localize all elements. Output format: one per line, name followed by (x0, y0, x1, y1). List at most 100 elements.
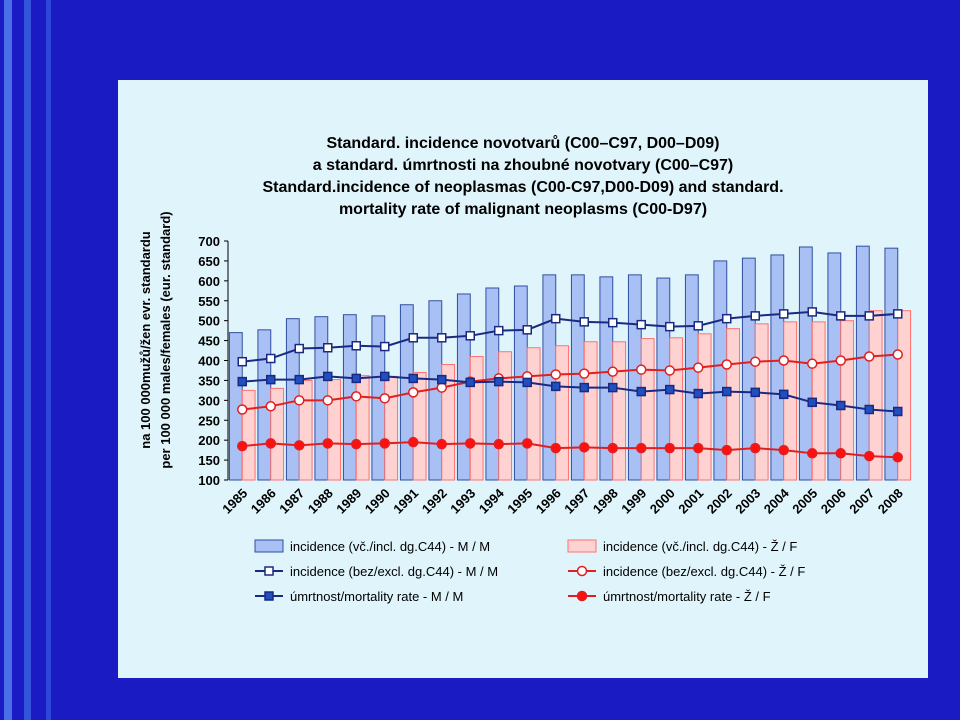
point (579, 442, 590, 453)
point (722, 386, 732, 397)
point (265, 438, 276, 449)
point (778, 444, 789, 456)
point (864, 450, 875, 462)
point (351, 373, 361, 384)
point (835, 355, 846, 366)
bar (697, 333, 712, 481)
bar (855, 245, 870, 481)
point (750, 356, 761, 367)
y-tick-label: 200 (198, 433, 220, 448)
point (779, 389, 789, 400)
point (380, 371, 390, 382)
point (607, 366, 618, 377)
chart-title: Standard.incidence of neoplasmas (C00-C9… (262, 179, 783, 196)
point (636, 364, 647, 375)
bar (827, 252, 842, 481)
point (294, 343, 304, 354)
point (551, 381, 561, 392)
bar (384, 375, 399, 481)
chart-title: a standard. úmrtnosti na zhoubné novotva… (313, 157, 734, 174)
bar (754, 323, 769, 481)
y-tick-label: 100 (198, 473, 220, 488)
point (750, 387, 760, 398)
point (665, 321, 675, 332)
point (294, 395, 305, 406)
point (864, 351, 875, 362)
legend-swatch (567, 539, 597, 553)
point (522, 325, 532, 335)
point (408, 333, 418, 343)
point (835, 448, 846, 459)
y-tick-label: 600 (198, 274, 220, 289)
point (778, 355, 789, 366)
bar (783, 321, 798, 481)
point (721, 359, 732, 370)
point (779, 309, 789, 319)
bar (298, 379, 313, 481)
point (436, 438, 447, 450)
point (379, 393, 390, 404)
point (836, 400, 846, 411)
point (437, 374, 447, 385)
bar (241, 389, 256, 481)
decor-strip (0, 0, 70, 720)
point (237, 376, 247, 387)
y-tick-label: 150 (198, 453, 220, 468)
bar (526, 347, 541, 481)
point (493, 438, 504, 450)
point (465, 377, 475, 388)
bar (555, 345, 570, 481)
point (721, 444, 732, 456)
point (436, 382, 447, 393)
point (380, 341, 390, 352)
legend-marker (264, 566, 274, 576)
point (266, 353, 276, 364)
bar (327, 379, 342, 481)
legend-label: úmrtnost/mortality rate - M / M (290, 589, 463, 604)
y-tick-label: 650 (198, 254, 220, 269)
bar (612, 341, 627, 481)
point (265, 401, 276, 412)
point (379, 438, 390, 449)
y-tick-label: 500 (198, 314, 220, 329)
point (836, 311, 846, 321)
point (608, 382, 618, 393)
point (237, 440, 248, 452)
point (807, 358, 818, 369)
bar (412, 371, 427, 481)
point (693, 442, 704, 454)
point (750, 311, 760, 321)
point (693, 388, 703, 399)
point (636, 319, 646, 330)
legend-swatch (254, 539, 284, 553)
point (494, 376, 504, 387)
bar (640, 338, 655, 481)
point (237, 356, 247, 367)
point (408, 387, 419, 398)
point (294, 440, 305, 451)
y-tick-label: 550 (198, 294, 220, 309)
point (322, 438, 333, 449)
point (408, 373, 418, 384)
bar (669, 337, 684, 481)
bar (469, 356, 484, 481)
point (892, 452, 903, 463)
point (551, 313, 561, 324)
point (608, 317, 618, 328)
point (323, 371, 333, 382)
bar (441, 363, 456, 481)
point (864, 404, 874, 415)
point (664, 365, 675, 376)
point (579, 317, 589, 327)
point (893, 309, 903, 319)
legend-marker (576, 590, 588, 602)
point (437, 333, 447, 343)
point (807, 397, 817, 408)
point (636, 386, 646, 397)
point (892, 349, 903, 360)
chart-title: mortality rate of malignant neoplasms (C… (339, 201, 707, 218)
point (607, 442, 618, 454)
bar (270, 387, 285, 481)
legend-label: incidence (vč./incl. dg.C44) - M / M (290, 539, 490, 554)
